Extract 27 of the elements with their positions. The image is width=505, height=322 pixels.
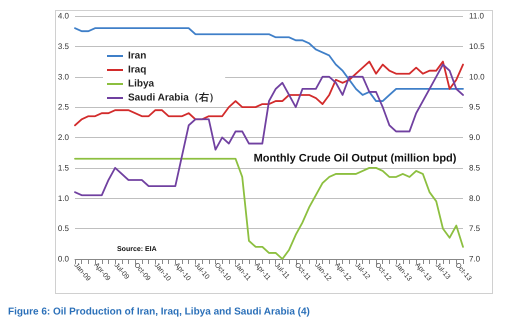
text: Figure 6: Oil Production of Iran, Iraq, Libya and Saudi Arabia (4) (8, 306, 310, 318)
y2-tick-label: 9.5 (469, 102, 481, 112)
y2-tick-label: 11.0 (469, 12, 485, 20)
y-tick-label: 0.0 (58, 254, 70, 264)
y-tick-label: 3.0 (58, 72, 70, 82)
line-series (74, 60, 464, 126)
y-tick-label: 2.0 (58, 133, 70, 142)
line-series (74, 27, 464, 102)
legend-label: Iran (128, 50, 146, 62)
y2-tick-label: 9.0 (469, 133, 481, 142)
y2-tick-label: 7.5 (469, 224, 481, 234)
y2-tick-label: 8.5 (469, 163, 481, 172)
y2-tick-label: 8.0 (469, 194, 481, 203)
y-tick-label: 1.5 (58, 163, 70, 172)
y-tick-label: 1.0 (58, 194, 70, 203)
line-series (74, 64, 464, 196)
legend-label: Saudi Arabia（右） (128, 92, 219, 104)
y-tick-label: 0.5 (58, 224, 70, 234)
legend-label: Iraq (128, 64, 146, 76)
y2-tick-label: 7.0 (469, 254, 481, 264)
text: Monthly Crude Oil Output (million bpd) (254, 152, 457, 164)
y2-tick-label: 10.5 (469, 42, 486, 51)
y-tick-label: 4.0 (58, 12, 70, 20)
legend-label: Libya (128, 78, 155, 90)
y-tick-label: 2.5 (58, 102, 70, 112)
y2-tick-label: 10.0 (469, 72, 486, 82)
y-tick-label: 3.5 (58, 42, 70, 51)
